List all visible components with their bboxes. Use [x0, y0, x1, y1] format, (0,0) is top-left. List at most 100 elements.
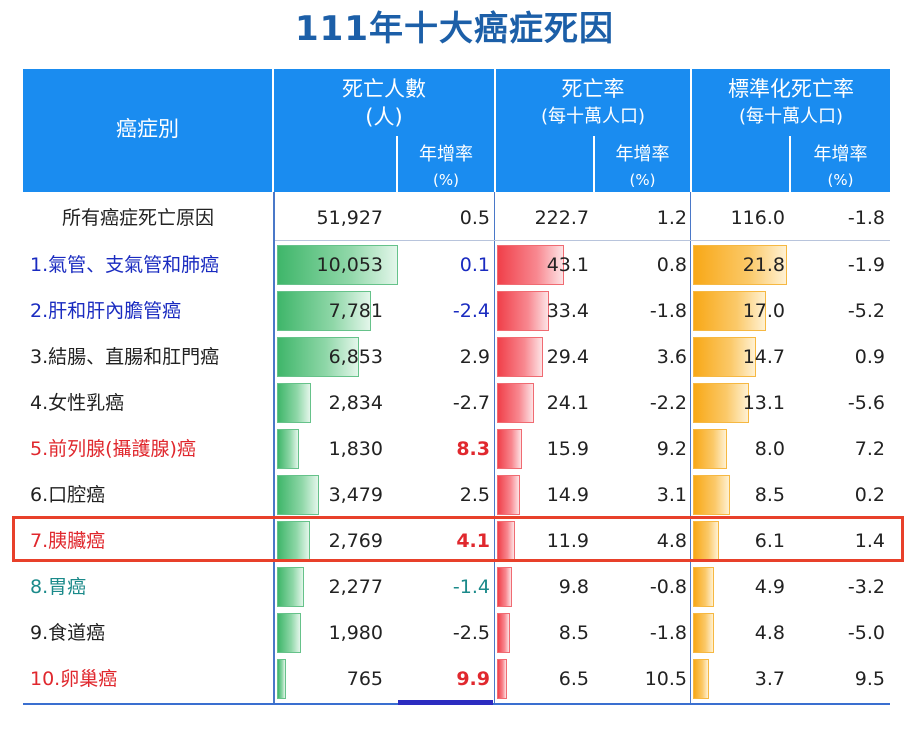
std-rate-value: 3.7	[754, 668, 785, 690]
deaths-growth-value: -1.4	[452, 576, 490, 598]
header-rate-growth: 年增率	[615, 144, 670, 165]
header-rate: 死亡率	[561, 77, 625, 101]
deaths-value: 2,769	[328, 530, 383, 552]
rate-growth-value: 3.1	[656, 484, 687, 506]
rate-value: 29.4	[546, 346, 589, 368]
cancer-name: 3.結腸、直腸和肛門癌	[30, 346, 220, 368]
deaths-growth-value: 9.9	[456, 668, 490, 690]
bar-deaths	[277, 659, 287, 699]
bar-std-rate	[693, 383, 750, 423]
rate-value: 14.9	[546, 484, 589, 506]
cancer-name: 8.胃癌	[30, 576, 87, 598]
std-rate-value: 13.1	[742, 392, 785, 414]
cancer-name: 9.食道癌	[30, 622, 106, 644]
rate-growth-value: -1.8	[649, 622, 687, 644]
deaths-growth-value: -2.7	[452, 392, 490, 414]
header-std-rate-unit: (每十萬人口)	[738, 106, 844, 127]
deaths-growth-value: 8.3	[456, 438, 490, 460]
std-growth-value: -5.6	[847, 392, 885, 414]
rate-value: 11.9	[546, 530, 589, 552]
header-deaths-unit: (人)	[365, 105, 403, 129]
rate-value: 8.5	[558, 622, 589, 644]
deaths-value: 7,781	[328, 300, 383, 322]
header-deaths: 死亡人數	[342, 77, 426, 101]
header-std-rate: 標準化死亡率	[728, 77, 854, 101]
rate-value: 222.7	[534, 207, 589, 229]
deaths-value: 2,277	[328, 576, 383, 598]
std-growth-value: 9.5	[854, 668, 885, 690]
cancer-name: 10.卵巢癌	[30, 668, 118, 690]
rate-growth-value: 4.8	[656, 530, 687, 552]
bar-std-rate	[693, 567, 715, 607]
std-rate-value: 4.8	[754, 622, 785, 644]
std-growth-value: 0.9	[854, 346, 885, 368]
deaths-value: 765	[346, 668, 383, 690]
rate-growth-value: -2.2	[649, 392, 687, 414]
bar-rate	[497, 291, 549, 331]
header-std-growth: 年增率	[813, 144, 868, 165]
bar-std-rate	[693, 521, 720, 561]
cancer-name: 7.胰臟癌	[30, 530, 106, 552]
header-deaths-growth-unit: (%)	[433, 171, 459, 189]
header-rate-unit: (每十萬人口)	[540, 106, 646, 127]
std-growth-value: -5.2	[847, 300, 885, 322]
table-header	[23, 69, 890, 192]
cancer-name: 1.氣管、支氣管和肺癌	[30, 254, 220, 276]
highlight-row-pancreatic	[12, 516, 904, 562]
bar-std-rate	[693, 429, 728, 469]
rate-growth-value: 10.5	[644, 668, 687, 690]
deaths-growth-value: 2.5	[459, 484, 490, 506]
deaths-value: 3,479	[328, 484, 383, 506]
rate-value: 24.1	[546, 392, 589, 414]
bar-deaths	[277, 613, 301, 653]
bar-rate	[497, 337, 543, 377]
header-deaths-growth: 年增率	[419, 144, 473, 165]
rate-growth-value: 9.2	[656, 438, 687, 460]
bar-std-rate	[693, 613, 714, 653]
deaths-growth-value: 4.1	[456, 530, 490, 552]
bar-std-rate	[693, 475, 730, 515]
header-rate-growth-unit: (%)	[629, 171, 656, 189]
header-std-growth-unit: (%)	[827, 171, 854, 189]
bar-rate	[497, 383, 535, 423]
bar-std-rate	[693, 245, 787, 285]
page-title: 111年十大癌症死因	[295, 9, 614, 49]
bar-rate	[497, 567, 513, 607]
deaths-value: 1,980	[328, 622, 383, 644]
rate-value: 33.4	[546, 300, 589, 322]
bar-rate	[497, 245, 564, 285]
rate-value: 43.1	[546, 254, 589, 276]
rate-value: 15.9	[546, 438, 589, 460]
bar-deaths	[277, 521, 311, 561]
header-cancer-type: 癌症別	[116, 117, 179, 141]
rate-growth-value: -1.8	[649, 300, 687, 322]
rate-value: 6.5	[558, 668, 589, 690]
std-rate-value: 6.1	[754, 530, 785, 552]
bar-deaths	[277, 337, 360, 377]
rate-value: 9.8	[558, 576, 589, 598]
bar-rate	[497, 429, 522, 469]
rate-growth-value: 1.2	[656, 207, 687, 229]
cancer-name: 5.前列腺(攝護腺)癌	[30, 438, 196, 460]
bar-rate	[497, 659, 508, 699]
std-growth-value: -5.0	[847, 622, 885, 644]
deaths-value: 10,053	[316, 254, 383, 276]
std-rate-value: 21.8	[742, 254, 785, 276]
std-growth-value: -1.9	[847, 254, 885, 276]
bar-deaths	[277, 245, 398, 285]
accent-bar	[398, 700, 493, 705]
cancer-name: 所有癌症死亡原因	[62, 207, 215, 229]
deaths-value: 2,834	[328, 392, 383, 414]
deaths-growth-value: 0.1	[459, 254, 490, 276]
bar-deaths	[277, 567, 305, 607]
cancer-name: 6.口腔癌	[30, 484, 106, 506]
bar-std-rate	[693, 659, 709, 699]
bar-rate	[497, 475, 521, 515]
bar-std-rate	[693, 291, 767, 331]
deaths-growth-value: 2.9	[459, 346, 490, 368]
deaths-value: 6,853	[328, 346, 383, 368]
cancer-name: 2.肝和肝內膽管癌	[30, 300, 182, 322]
bar-deaths	[277, 475, 319, 515]
deaths-growth-value: -2.4	[452, 300, 490, 322]
deaths-value: 1,830	[328, 438, 383, 460]
